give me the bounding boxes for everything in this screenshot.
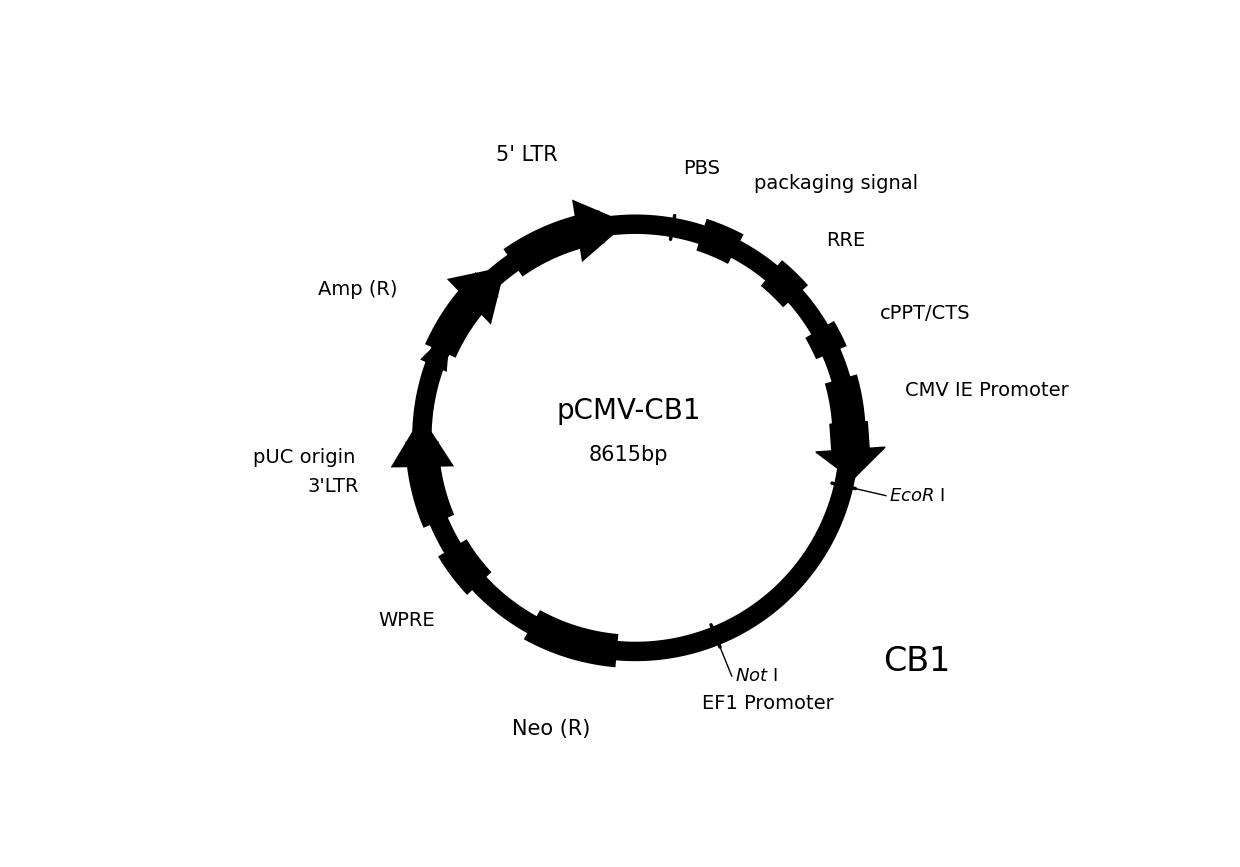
Polygon shape: [425, 272, 498, 358]
Polygon shape: [523, 610, 619, 668]
Text: pCMV-CB1: pCMV-CB1: [557, 397, 701, 425]
Polygon shape: [420, 329, 450, 372]
Text: CB1: CB1: [884, 645, 951, 678]
Polygon shape: [391, 416, 454, 467]
Text: 8615bp: 8615bp: [589, 445, 668, 465]
Text: $\mathit{Eco}$$\mathit{R}$ I: $\mathit{Eco}$$\mathit{R}$ I: [889, 486, 945, 505]
Text: pUC origin: pUC origin: [253, 448, 356, 467]
Polygon shape: [825, 375, 866, 424]
Polygon shape: [697, 218, 744, 264]
Text: 5' LTR: 5' LTR: [496, 146, 558, 166]
Text: 3'LTR: 3'LTR: [308, 477, 360, 496]
Polygon shape: [438, 539, 491, 595]
Text: CMV IE Promoter: CMV IE Promoter: [905, 381, 1069, 400]
Polygon shape: [460, 272, 498, 311]
Text: RRE: RRE: [826, 231, 864, 251]
Polygon shape: [572, 199, 627, 262]
Text: EF1 Promoter: EF1 Promoter: [702, 694, 833, 713]
Polygon shape: [446, 266, 506, 324]
Polygon shape: [405, 441, 454, 528]
Polygon shape: [805, 321, 847, 359]
Polygon shape: [816, 447, 885, 479]
Text: $\mathit{Not}$ I: $\mathit{Not}$ I: [735, 667, 777, 685]
Polygon shape: [503, 211, 605, 277]
Text: WPRE: WPRE: [378, 610, 434, 629]
Text: Amp (R): Amp (R): [319, 280, 398, 299]
Text: Neo (R): Neo (R): [512, 719, 590, 739]
Polygon shape: [761, 260, 808, 307]
Text: cPPT/CTS: cPPT/CTS: [879, 304, 970, 323]
Polygon shape: [830, 421, 869, 451]
Text: packaging signal: packaging signal: [754, 174, 918, 193]
Text: PBS: PBS: [683, 159, 720, 178]
